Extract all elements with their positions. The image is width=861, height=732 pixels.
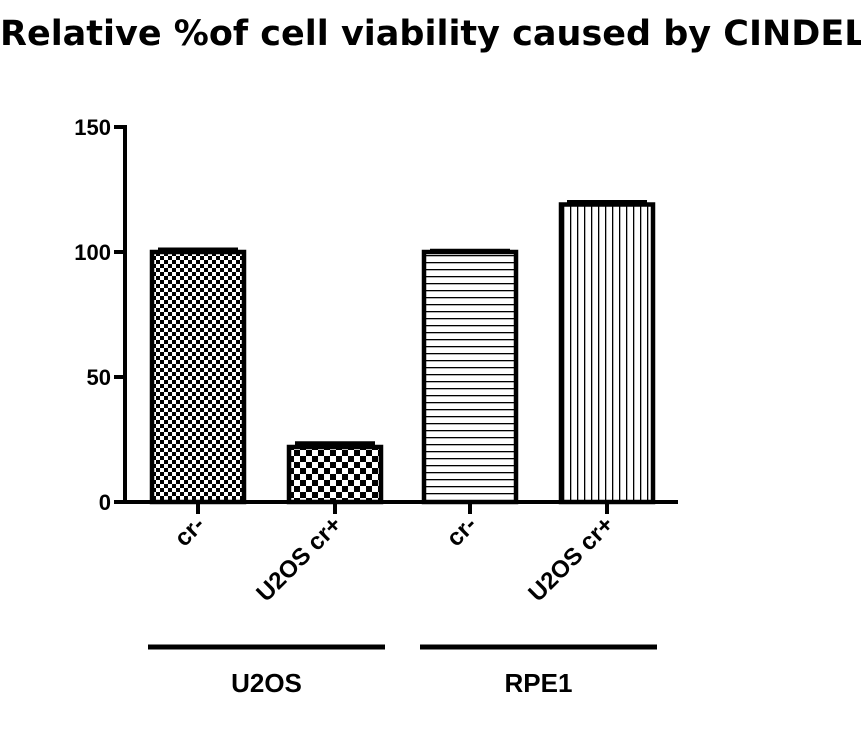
y-tick-label-0: 0 [99, 490, 111, 515]
x-tick-label-0: cr- [169, 511, 210, 552]
x-tick-label-1: U2OS cr+ [251, 511, 347, 607]
group-label-0: U2OS [231, 668, 302, 698]
y-tick-label-2: 100 [74, 240, 111, 265]
group-label-1: RPE1 [505, 668, 573, 698]
x-tick-label-3: U2OS cr+ [523, 511, 619, 607]
bar-3 [561, 205, 653, 503]
bar-0 [152, 252, 244, 502]
bar-1 [289, 447, 381, 502]
x-tick-label-2: cr- [441, 511, 482, 552]
bar-2 [424, 252, 516, 502]
y-tick-label-1: 50 [87, 365, 111, 390]
y-tick-label-3: 150 [74, 115, 111, 140]
